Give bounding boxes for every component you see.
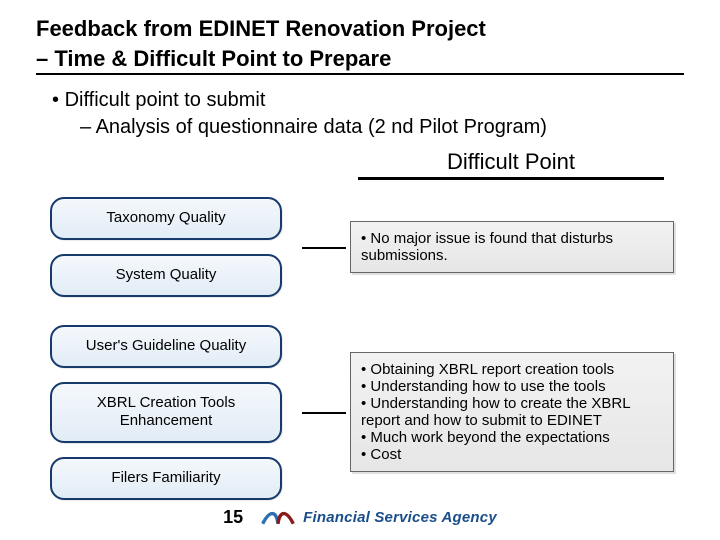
box-line: No major issue is found that disturbs su…: [361, 230, 663, 264]
box-line: Cost: [361, 446, 663, 463]
agency-logo: Financial Services Agency: [261, 506, 497, 528]
pill-taxonomy-quality: Taxonomy Quality: [50, 197, 282, 240]
difficult-point-header: Difficult Point: [358, 149, 664, 180]
title-block: Feedback from EDINET Renovation Project …: [36, 14, 684, 75]
connector-line: [298, 319, 350, 506]
title-line-1: Feedback from EDINET Renovation Project: [36, 14, 684, 44]
box-line: Much work beyond the expectations: [361, 429, 663, 446]
pill-user-guideline-quality: User's Guideline Quality: [50, 325, 282, 368]
group-2-pills: User's Guideline Quality XBRL Creation T…: [28, 319, 298, 506]
group-2-box: Obtaining XBRL report creation tools Und…: [350, 352, 674, 472]
agency-mark-icon: [261, 506, 295, 528]
agency-name: Financial Services Agency: [303, 509, 497, 526]
group-1-box-wrap: No major issue is found that disturbs su…: [350, 191, 692, 303]
group-1-box: No major issue is found that disturbs su…: [350, 221, 674, 273]
slide: Feedback from EDINET Renovation Project …: [0, 0, 720, 540]
bullet-list: Difficult point to submit Analysis of qu…: [52, 89, 692, 139]
group-1: Taxonomy Quality System Quality No major…: [28, 191, 692, 303]
difficult-point-header-row: Difficult Point: [28, 149, 692, 185]
footer: 15 Financial Services Agency: [0, 506, 720, 528]
box-line: Understanding how to create the XBRL rep…: [361, 395, 663, 429]
group-2-box-wrap: Obtaining XBRL report creation tools Und…: [350, 319, 692, 506]
box-line: Understanding how to use the tools: [361, 378, 663, 395]
bullet-level-2: Analysis of questionnaire data (2 nd Pil…: [80, 116, 692, 139]
bullet-level-1: Difficult point to submit: [52, 89, 692, 112]
page-number: 15: [223, 507, 243, 528]
group-2: User's Guideline Quality XBRL Creation T…: [28, 319, 692, 506]
pill-xbrl-creation-tools: XBRL Creation Tools Enhancement: [50, 382, 282, 444]
pill-filers-familiarity: Filers Familiarity: [50, 457, 282, 500]
group-1-pills: Taxonomy Quality System Quality: [28, 191, 298, 303]
connector-line: [298, 191, 350, 303]
title-line-2: – Time & Difficult Point to Prepare: [36, 44, 684, 74]
pill-system-quality: System Quality: [50, 254, 282, 297]
box-line: Obtaining XBRL report creation tools: [361, 361, 663, 378]
